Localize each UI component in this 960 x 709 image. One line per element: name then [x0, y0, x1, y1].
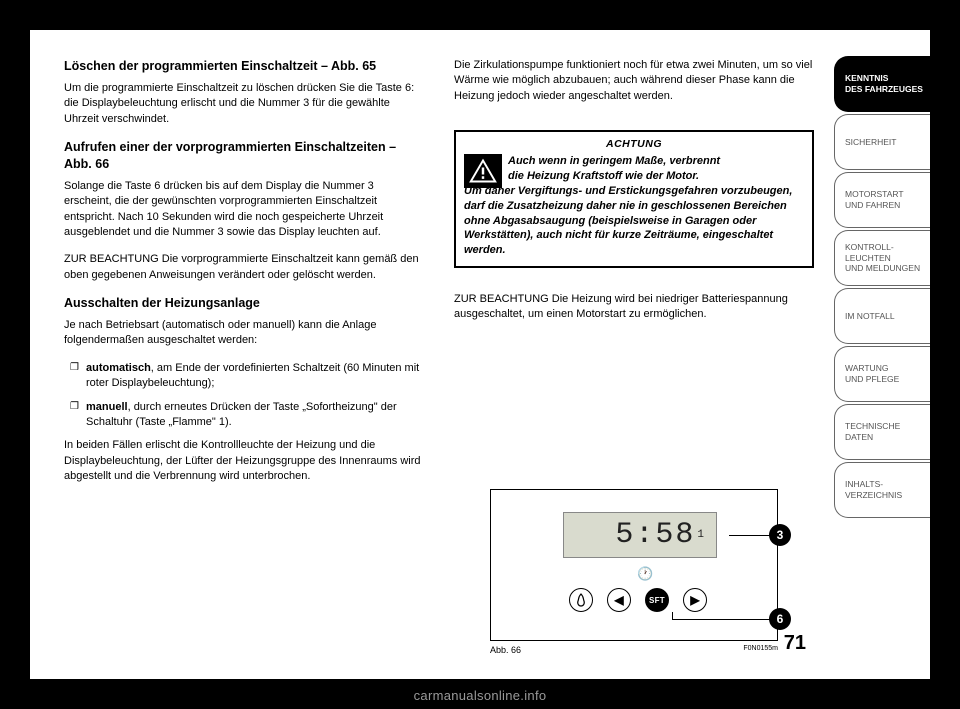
- list-item: manuell, durch erneutes Drücken der Tast…: [64, 400, 424, 431]
- warning-triangle-icon: [464, 154, 502, 188]
- list-item-text: , durch erneutes Drücken der Taste „Sofo…: [86, 401, 397, 428]
- tab-technische[interactable]: TECHNISCHEDATEN: [834, 404, 930, 460]
- body-text: Die Zirkulationspumpe funktioniert noch …: [454, 58, 814, 104]
- figure-caption: Abb. 66: [490, 645, 521, 655]
- body-text: Solange die Taste 6 drücken bis auf dem …: [64, 179, 424, 241]
- flame-button: [569, 588, 593, 612]
- list-item: automatisch, am Ende der vordefinierten …: [64, 361, 424, 392]
- back-button: ◀: [607, 588, 631, 612]
- warning-text: Auch wenn in geringem Maße, verbrennt di…: [464, 154, 804, 258]
- tab-inhalt[interactable]: INHALTS-VERZEICHNIS: [834, 462, 930, 518]
- list-item-bold: manuell: [86, 401, 128, 413]
- page-number: 71: [784, 632, 806, 655]
- tab-sicherheit[interactable]: SICHERHEIT: [834, 114, 930, 170]
- tab-wartung[interactable]: WARTUNGUND PFLEGE: [834, 346, 930, 402]
- tab-notfall[interactable]: IM NOTFALL: [834, 288, 930, 344]
- callout-3: 3: [769, 524, 791, 546]
- warning-box: ACHTUNG Auch wenn in geringem Maße, verb…: [454, 130, 814, 268]
- tab-kontrollleuchten[interactable]: KONTROLL-LEUCHTENUND MELDUNGEN: [834, 230, 930, 286]
- sidebar-tabs: KENNTNISDES FAHRZEUGES SICHERHEIT MOTORS…: [834, 30, 930, 679]
- figure-code: F0N0155m: [743, 645, 778, 655]
- list-item-bold: automatisch: [86, 362, 151, 374]
- tab-motorstart[interactable]: MOTORSTARTUND FAHREN: [834, 172, 930, 228]
- forward-button: ▶: [683, 588, 707, 612]
- lcd-display: 5:581: [563, 512, 717, 558]
- section-heading: Ausschalten der Heizungsanlage: [64, 295, 424, 312]
- sft-button: SFT: [645, 588, 669, 612]
- warning-title: ACHTUNG: [464, 138, 804, 150]
- body-text: ZUR BEACHTUNG Die vorprogrammierte Einsc…: [64, 252, 424, 283]
- watermark: carmanualsonline.info: [414, 688, 547, 703]
- body-text: Je nach Betriebsart (automatisch oder ma…: [64, 318, 424, 349]
- tab-kenntnis[interactable]: KENNTNISDES FAHRZEUGES: [834, 56, 930, 112]
- body-text: ZUR BEACHTUNG Die Heizung wird bei niedr…: [454, 292, 814, 323]
- callout-6: 6: [769, 608, 791, 630]
- section-heading: Löschen der programmierten Einschaltzeit…: [64, 58, 424, 75]
- section-heading: Aufrufen einer der vorprogrammierten Ein…: [64, 139, 424, 173]
- clock-icon: 🕐: [637, 566, 653, 582]
- figure-66: 5:581 🕐 ◀ SFT ▶ 3 6: [454, 489, 814, 655]
- body-text: Um die programmierte Einschaltzeit zu lö…: [64, 81, 424, 127]
- body-text: In beiden Fällen erlischt die Kontrollle…: [64, 438, 424, 484]
